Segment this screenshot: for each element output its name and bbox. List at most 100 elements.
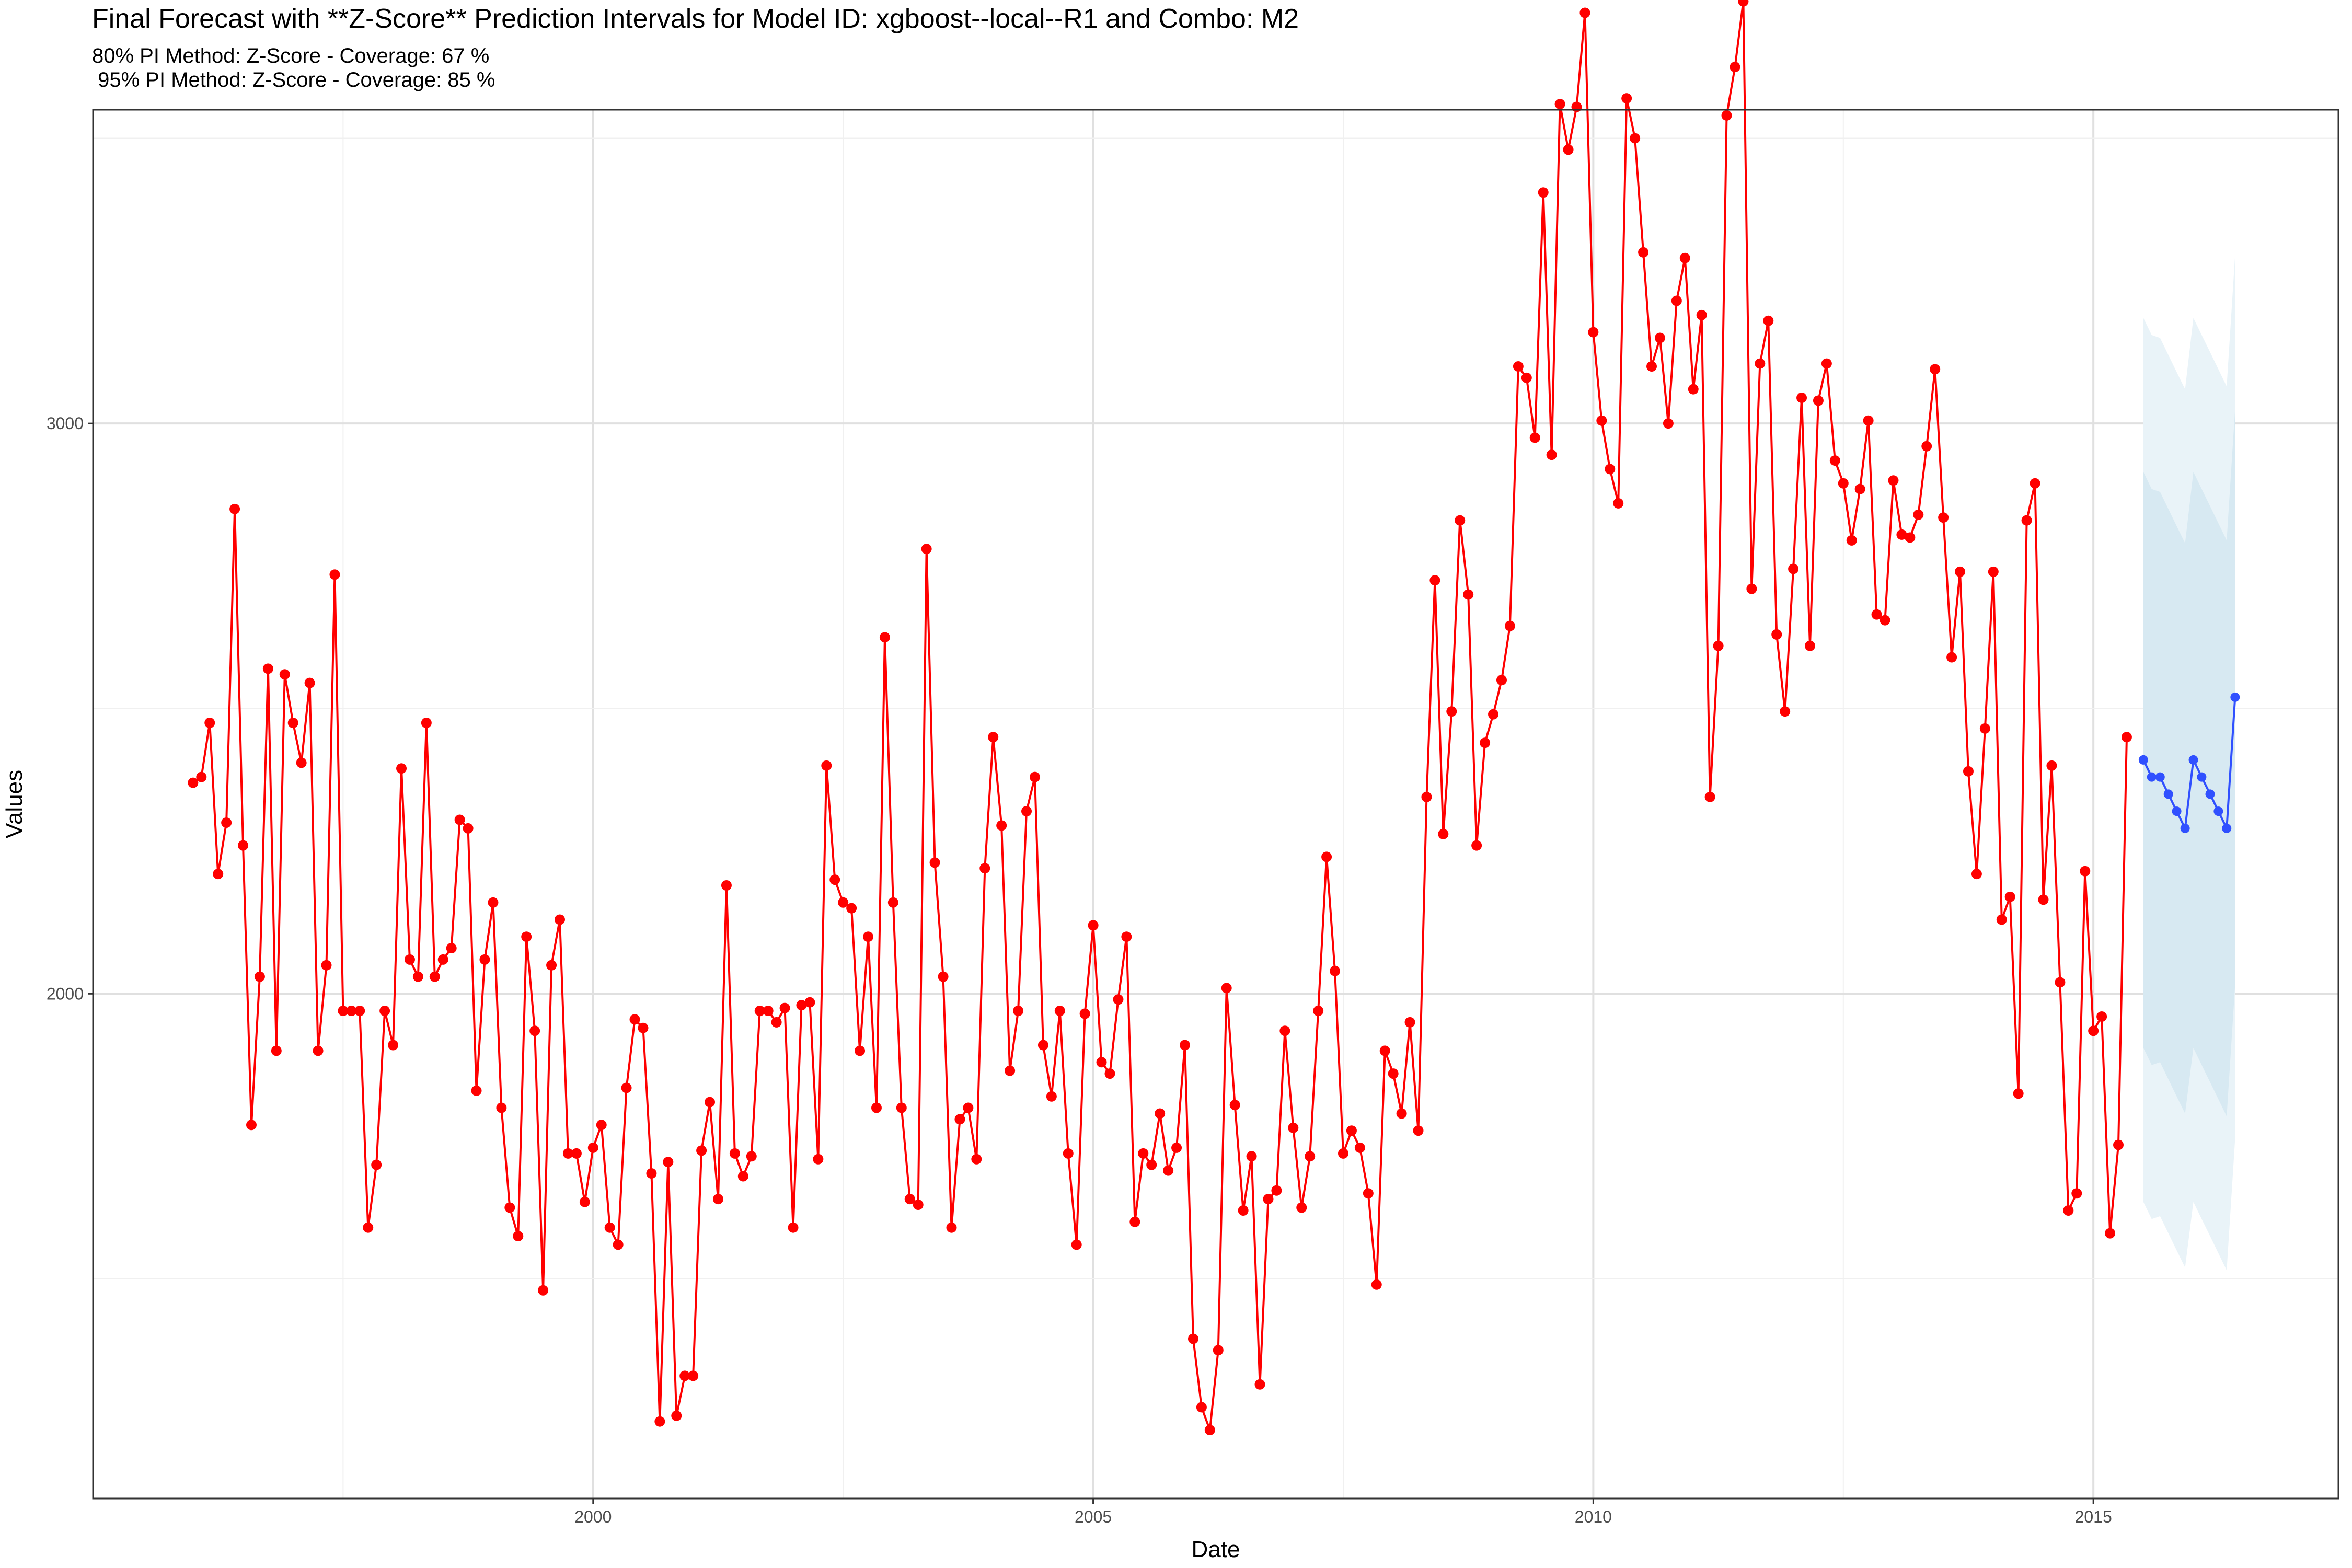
actual-point xyxy=(1363,1188,1374,1199)
forecast-point xyxy=(2230,692,2240,702)
actual-point xyxy=(1279,1025,1290,1036)
forecast-point xyxy=(2197,772,2207,782)
actual-point xyxy=(1171,1142,1182,1153)
actual-point xyxy=(579,1196,590,1207)
actual-point xyxy=(338,1006,349,1017)
forecast-point xyxy=(2155,772,2165,782)
actual-point xyxy=(196,771,207,782)
actual-point xyxy=(705,1097,716,1108)
actual-point xyxy=(1538,187,1549,198)
actual-point xyxy=(279,669,290,680)
actual-point xyxy=(1638,247,1649,258)
series xyxy=(188,0,2240,1436)
actual-point xyxy=(555,914,566,925)
actual-point xyxy=(754,1006,765,1017)
actual-point xyxy=(1413,1125,1424,1136)
actual-point xyxy=(546,960,557,971)
actual-point xyxy=(1679,252,1690,263)
actual-series-line xyxy=(192,0,2128,1432)
actual-point xyxy=(729,1148,740,1159)
actual-point xyxy=(1930,364,1941,375)
actual-point xyxy=(1955,566,1966,577)
x-axis-label: Date xyxy=(1192,1537,1240,1562)
actual-point xyxy=(1621,93,1632,104)
actual-point xyxy=(529,1025,540,1036)
actual-point xyxy=(1254,1379,1265,1390)
actual-point xyxy=(313,1045,324,1056)
actual-point xyxy=(471,1085,482,1096)
actual-point xyxy=(1046,1091,1057,1102)
actual-point xyxy=(1746,583,1757,594)
actual-point xyxy=(388,1040,399,1051)
actual-point xyxy=(1646,361,1657,372)
grid xyxy=(93,110,2338,1498)
actual-point xyxy=(2121,732,2132,743)
actual-point xyxy=(621,1082,632,1093)
actual-point xyxy=(1613,498,1624,509)
forecast-point xyxy=(2188,755,2198,765)
actual-point xyxy=(1313,1006,1324,1017)
actual-point xyxy=(1113,994,1124,1005)
actual-point xyxy=(1946,652,1957,663)
actual-point xyxy=(1187,1333,1198,1344)
actual-point xyxy=(855,1045,866,1056)
actual-point xyxy=(1029,771,1040,782)
actual-point xyxy=(188,777,199,788)
actual-point xyxy=(1330,965,1341,976)
actual-point xyxy=(1229,1100,1240,1111)
actual-point xyxy=(1138,1148,1149,1159)
actual-point xyxy=(1104,1068,1115,1079)
actual-point xyxy=(1088,920,1099,931)
actual-point xyxy=(1854,483,1865,494)
actual-point xyxy=(846,903,857,914)
actual-point xyxy=(1455,515,1466,526)
actual-point xyxy=(562,1148,573,1159)
actual-point xyxy=(1813,395,1824,406)
actual-point xyxy=(1771,629,1782,640)
actual-point xyxy=(1288,1122,1299,1133)
actual-point xyxy=(1155,1108,1166,1119)
actual-point xyxy=(488,897,499,908)
actual-point xyxy=(1663,418,1674,429)
actual-point xyxy=(2105,1228,2116,1239)
actual-point xyxy=(1438,828,1449,839)
actual-point xyxy=(304,677,315,688)
actual-point xyxy=(2038,894,2049,905)
actual-point xyxy=(1780,706,1791,717)
pi80-band xyxy=(2143,409,2235,1116)
actual-point xyxy=(604,1222,615,1233)
actual-point xyxy=(329,569,340,580)
actual-point xyxy=(1246,1151,1257,1162)
actual-point xyxy=(1788,563,1799,574)
actual-point xyxy=(963,1102,974,1113)
forecast-point xyxy=(2222,823,2232,833)
actual-point xyxy=(804,997,815,1008)
actual-point xyxy=(1721,110,1732,121)
actual-point xyxy=(1371,1279,1382,1290)
y-tick-label: 3000 xyxy=(47,414,84,433)
actual-point xyxy=(788,1222,799,1233)
actual-point xyxy=(2013,1088,2024,1099)
actual-point xyxy=(379,1006,390,1017)
actual-point xyxy=(1596,415,1607,426)
actual-point xyxy=(1738,0,1749,7)
actual-point xyxy=(496,1102,507,1113)
actual-point xyxy=(221,817,232,828)
actual-point xyxy=(1963,766,1974,777)
actual-point xyxy=(396,763,407,774)
actual-point xyxy=(1504,620,1515,631)
actual-point xyxy=(946,1222,957,1233)
actual-point xyxy=(1071,1239,1082,1250)
actual-point xyxy=(229,503,240,514)
actual-point xyxy=(1496,675,1507,686)
actual-point xyxy=(479,954,490,965)
actual-point xyxy=(1563,144,1574,155)
actual-point xyxy=(663,1157,674,1168)
actual-point xyxy=(404,954,415,965)
actual-point xyxy=(1305,1151,1316,1162)
actual-point xyxy=(446,943,457,954)
actual-point xyxy=(1971,869,1982,880)
forecast-point xyxy=(2138,755,2148,765)
actual-point xyxy=(979,863,990,874)
